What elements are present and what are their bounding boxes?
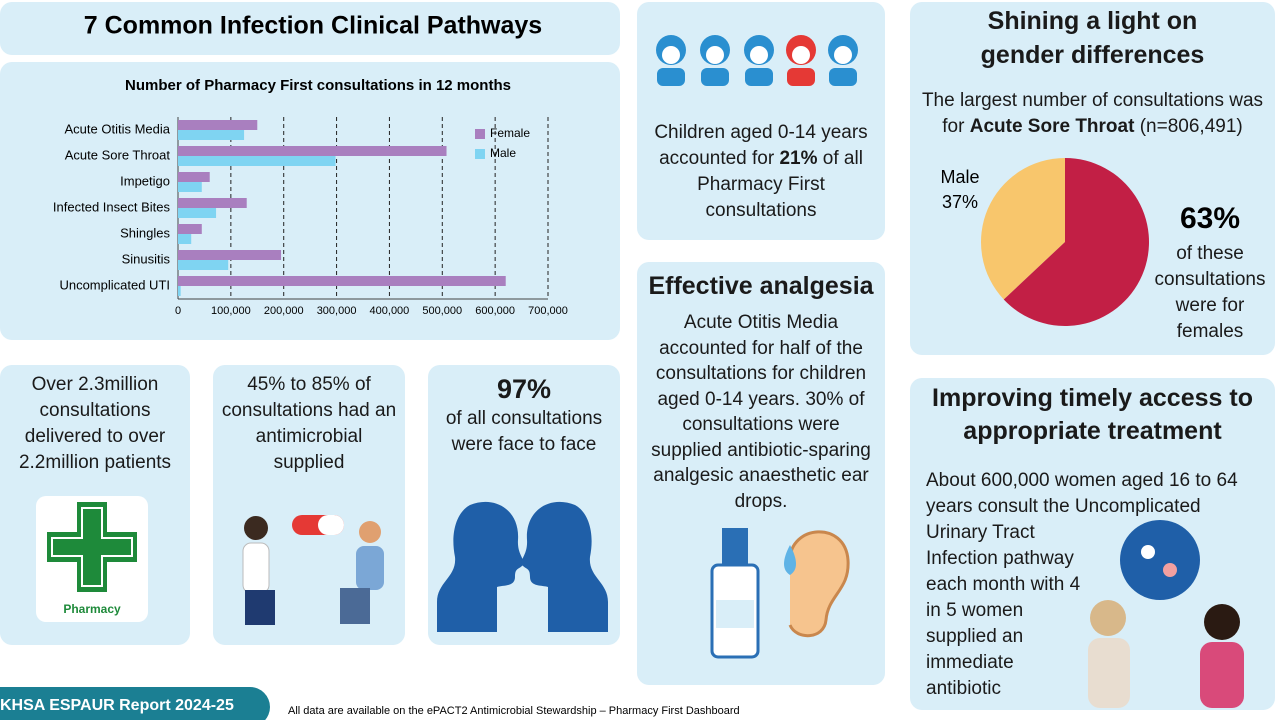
face-text: 97% of all consultations were face to fac… — [432, 372, 616, 458]
x-tick-label: 300,000 — [317, 305, 357, 317]
access-title: Improving timely access to appropriate t… — [932, 384, 1253, 445]
bar — [178, 224, 202, 234]
highlight: 21% — [779, 148, 818, 169]
bar — [178, 156, 336, 166]
bar — [178, 286, 181, 296]
x-tick-label: 600,000 — [475, 305, 515, 317]
bar — [178, 172, 210, 182]
chart-title: Number of Pharmacy First consultations i… — [125, 77, 511, 94]
x-tick-label: 500,000 — [422, 305, 462, 317]
pharmacy-label: Pharmacy — [63, 602, 121, 616]
x-tick-label: 0 — [175, 305, 181, 317]
legend-label: Female — [490, 126, 530, 140]
consultation-illustration — [242, 515, 384, 625]
bar — [178, 146, 447, 156]
chart-panel — [0, 62, 620, 340]
y-tick-label: Infected Insect Bites — [53, 199, 171, 214]
analgesia-title: Effective analgesia — [648, 272, 874, 300]
y-tick-label: Acute Otitis Media — [65, 121, 171, 136]
page-title: 7 Common Infection Clinical Pathways — [84, 12, 542, 40]
title-panel — [0, 2, 620, 55]
bar — [178, 234, 192, 244]
text: Children aged 0-14 years accounted for — [654, 122, 868, 169]
bar — [178, 208, 217, 218]
y-tick-label: Sinusitis — [122, 251, 171, 266]
y-tick-label: Acute Sore Throat — [65, 147, 171, 162]
legend-swatch — [475, 129, 485, 139]
gender-title: Shining a light on gender differences — [980, 7, 1205, 69]
text: The largest number of consultations was … — [921, 90, 1264, 137]
y-tick-label: Shingles — [120, 225, 170, 240]
x-tick-label: 200,000 — [264, 305, 304, 317]
legend-swatch — [475, 149, 485, 159]
highlight: 97% — [496, 374, 552, 404]
silhouettes — [437, 501, 608, 632]
bar — [178, 130, 245, 140]
access-text: About 600,000 women aged 16 to 64 years … — [926, 468, 1266, 720]
y-tick-label: Uncomplicated UTI — [59, 277, 170, 292]
children-text: Children aged 0-14 years accounted for 2… — [645, 120, 877, 224]
pie-slice — [1003, 158, 1149, 326]
bar — [178, 276, 506, 286]
footer-pill — [0, 687, 270, 720]
pie-slice — [981, 157, 1065, 300]
text: of all Pharmacy First consultations — [697, 148, 863, 221]
bar — [178, 182, 202, 192]
pie-value-label: 37% — [942, 192, 978, 212]
pie-category-label: Male — [940, 167, 979, 187]
volume-text: Over 2.3million consultations delivered … — [18, 374, 172, 473]
antimicrobial-text: 45% to 85% of consultations had an antim… — [221, 374, 397, 473]
x-tick-label: 400,000 — [370, 305, 410, 317]
gender-text: The largest number of consultations was … — [915, 88, 1270, 140]
legend-label: Male — [490, 146, 516, 160]
x-tick-label: 100,000 — [211, 305, 251, 317]
footer-report: KHSA ESPAUR Report 2024-25 — [0, 697, 234, 714]
pie-caption: of these consultations were for females — [1154, 243, 1266, 342]
ear-drops-illustration — [710, 528, 850, 659]
x-tick-label: 700,000 — [528, 305, 568, 317]
highlight: Acute Sore Throat — [969, 116, 1135, 137]
women-illustration — [1088, 520, 1244, 708]
text: (n=806,491) — [1139, 116, 1243, 137]
analgesia-text: Acute Otitis Media accounted for half of… — [651, 312, 871, 512]
y-tick-label: Impetigo — [120, 173, 170, 188]
footer-note: All data are available on the ePACT2 Ant… — [288, 705, 740, 717]
analgesia-panel — [637, 262, 885, 685]
pharmacy-icon — [36, 496, 148, 622]
pie-value-label: 63% — [1180, 202, 1240, 235]
text: About 600,000 women aged 16 to 64 years … — [926, 470, 1238, 699]
bar — [178, 198, 247, 208]
bar — [178, 260, 229, 270]
bar — [178, 120, 258, 130]
children-icons — [656, 35, 858, 86]
text: of all consultations were face to face — [445, 408, 603, 455]
bar — [178, 250, 282, 260]
